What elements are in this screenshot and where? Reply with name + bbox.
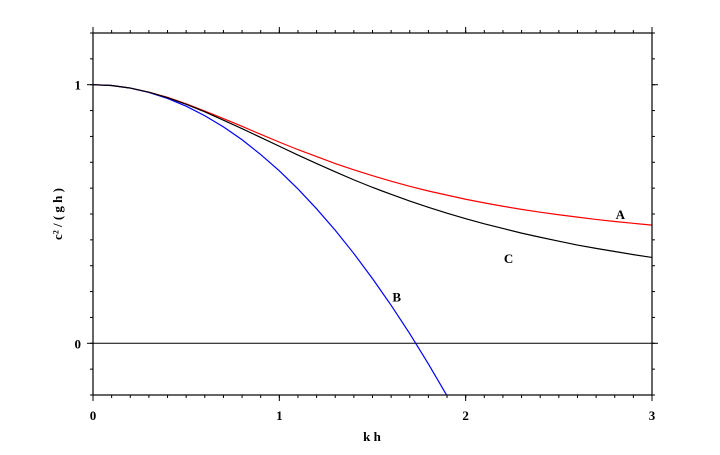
line-series — [93, 84, 652, 226]
x-tick-label: 0 — [90, 408, 97, 423]
x-tick-label: 3 — [649, 408, 656, 423]
y-tick-label: 0 — [75, 336, 82, 351]
plot-frame — [92, 32, 653, 396]
x-tick-label: 1 — [276, 408, 283, 423]
series-label: B — [392, 290, 401, 305]
line-series — [93, 84, 652, 259]
x-tick-label: 2 — [462, 408, 469, 423]
plot-area — [93, 84, 652, 395]
line-series — [93, 84, 448, 395]
series-label: C — [504, 251, 513, 266]
y-tick-label: 1 — [75, 78, 82, 93]
series-label: A — [616, 207, 626, 222]
y-axis-label: c² / ( g h ) — [50, 188, 65, 240]
x-axis-label: k h — [363, 429, 381, 444]
